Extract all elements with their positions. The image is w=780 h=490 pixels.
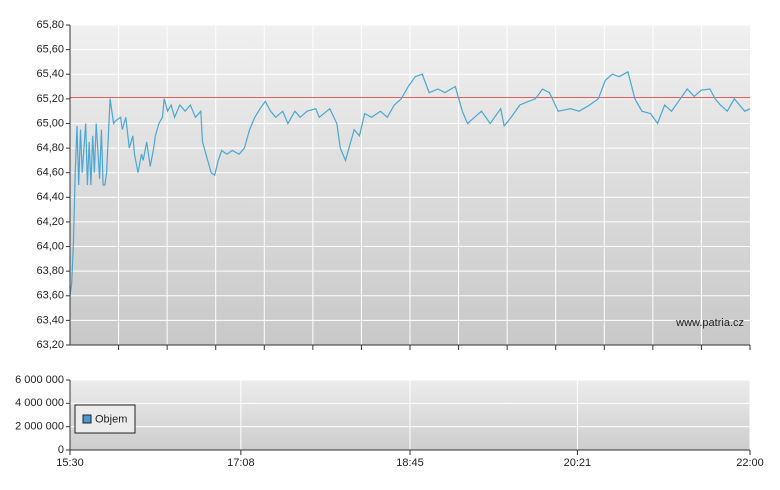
y-tick-label: 0 (58, 444, 64, 456)
legend-label: Objem (95, 413, 127, 425)
y-tick-label: 64,80 (36, 142, 64, 154)
x-tick-label: 22:00 (736, 457, 764, 469)
y-tick-label: 65,40 (36, 68, 64, 80)
y-tick-label: 64,40 (36, 191, 64, 203)
y-tick-label: 64,20 (36, 216, 64, 228)
watermark: www.patria.cz (675, 317, 744, 329)
x-tick-label: 18:45 (396, 457, 424, 469)
y-tick-label: 63,60 (36, 290, 64, 302)
x-tick-label: 17:08 (227, 457, 255, 469)
legend: Objem (74, 404, 136, 434)
y-tick-label: 64,00 (36, 240, 64, 252)
y-tick-label: 2 000 000 (15, 421, 64, 433)
x-tick-label: 15:30 (56, 457, 84, 469)
y-tick-label: 65,80 (36, 19, 64, 31)
y-tick-label: 65,20 (36, 93, 64, 105)
y-tick-label: 64,60 (36, 167, 64, 179)
y-tick-label: 63,20 (36, 339, 64, 351)
y-tick-label: 6 000 000 (15, 374, 64, 386)
y-tick-label: 63,40 (36, 314, 64, 326)
y-tick-label: 63,80 (36, 265, 64, 277)
y-tick-label: 4 000 000 (15, 397, 64, 409)
legend-swatch (82, 414, 92, 424)
y-tick-label: 65,00 (36, 117, 64, 129)
price-line (69, 70, 751, 296)
y-tick-label: 65,60 (36, 44, 64, 56)
x-tick-label: 20:21 (564, 457, 592, 469)
